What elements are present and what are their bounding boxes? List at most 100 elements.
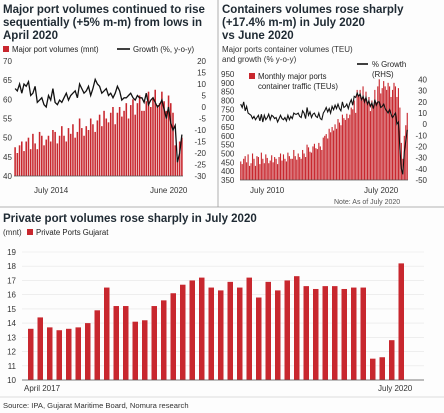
chart1-bar [154,89,156,176]
chart2-bar [338,122,341,180]
chart2-bar [322,137,324,180]
chart1-bar [118,107,121,176]
chart3-bar [132,321,138,380]
chart2-bar [361,100,363,180]
chart3-bar [313,288,319,380]
chart2-bar [291,158,293,180]
chart1-y2-tick: 20 [197,57,206,66]
chart1-bar [109,112,112,176]
chart1-bar [49,141,52,176]
chart2-bar [327,138,329,180]
chart2-bar [312,146,314,180]
chart1-bar [172,112,174,176]
chart1-bar [112,107,114,176]
chart2-legend-bar-swatch [249,73,255,79]
chart2-y2-tick: -50 [415,176,427,185]
chart3-bar [322,286,328,380]
chart3-bar [161,300,167,380]
chart2-bar [377,86,379,180]
chart1-bar [87,130,90,176]
chart2-bar [254,165,257,180]
chart2-bar [350,107,352,180]
chart1-legend-line: Growth (%, y-o-y) [133,45,194,54]
chart1-bar [165,110,168,176]
chart3-bar [227,281,233,380]
chart1-bar [27,137,30,176]
chart2-bar [372,107,374,180]
chart2-legend-line-rhs: (RHS) [372,70,394,79]
chart2-bar [333,130,335,180]
chart1-bar [161,91,163,176]
chart1-bar [34,143,36,176]
chart1-bar [125,103,128,176]
chart2-bar [335,128,338,180]
chart2-bar [341,114,343,180]
chart1-bar [167,95,170,176]
chart1-y2-tick: 0 [202,103,207,112]
chart3-bar [56,330,62,380]
chart2-bar [296,159,298,180]
chart1-bar [67,128,70,176]
chart1-bar [116,112,119,176]
source-text: Source: IPA, Gujarat Maritime Board, Nom… [3,401,189,410]
chart1-bar [96,120,99,176]
chart1-bar [58,135,61,176]
chart2-bar [375,102,377,180]
chart2-bar [315,148,317,180]
chart3-bar [218,290,224,380]
chart2-bar [297,153,299,180]
chart1-bar [147,91,150,176]
chart2-bar [346,113,348,180]
chart1-title-line: sequentially (+5% m-m) from lows in [3,17,202,29]
chart3-y-tick: 16 [7,291,16,300]
chart1-legend-bar-swatch [3,46,9,52]
chart2-y-tick: 850 [221,88,235,97]
chart3-bar [351,287,357,380]
chart1-bar [101,126,103,176]
chart2-bar [389,86,391,180]
chart3-bar [85,323,91,380]
chart2-bar [380,93,382,180]
chart1-y2-tick: -15 [194,138,206,147]
chart1-bar [103,110,105,176]
chart1-y2-tick: -10 [194,126,206,135]
chart2-bar [384,86,386,180]
chart3-bar [284,280,290,380]
chart2-bar [371,100,373,180]
chart2-bar [306,144,308,180]
chart1-bar [47,135,50,176]
chart1-title-line: April 2020 [3,30,58,42]
chart2-bar [386,89,388,180]
chart1-bar [69,133,72,176]
chart2-legend-bars-line2: container traffic (TEUs) [258,82,338,91]
chart1-y-tick: 50 [3,134,12,143]
chart3-bar [113,306,119,380]
chart3-bar [398,263,404,380]
chart2-y-tick: 400 [221,167,235,176]
chart1-bar [132,99,134,176]
chart2-bar [405,125,407,180]
chart2-bar [271,155,273,180]
chart1-bar [78,118,81,176]
chart1-bar [52,130,54,176]
chart1-y2-tick: -5 [199,115,207,124]
chart1-title-line: Major port volumes continued to rise [3,4,205,16]
chart2-bar [365,91,367,180]
chart2-growth-line [240,91,408,175]
chart2-bar [363,98,366,180]
chart2-bar [259,164,261,180]
chart1-bar [158,103,161,176]
chart2-y-tick: 950 [221,70,235,79]
chart1-bar [143,110,145,176]
chart1-x-label-end: June 2020 [150,186,188,195]
chart3-x-label-start: April 2017 [24,384,61,393]
chart2-y-tick: 350 [221,176,235,185]
chart1-y2-tick: -25 [194,161,206,170]
chart2-bar [324,135,326,180]
chart2-bar [355,112,357,180]
chart3-y-tick: 14 [7,319,16,328]
chart3-bar [370,358,376,380]
chart1-bar [134,114,136,176]
chart2-bar [406,112,408,180]
